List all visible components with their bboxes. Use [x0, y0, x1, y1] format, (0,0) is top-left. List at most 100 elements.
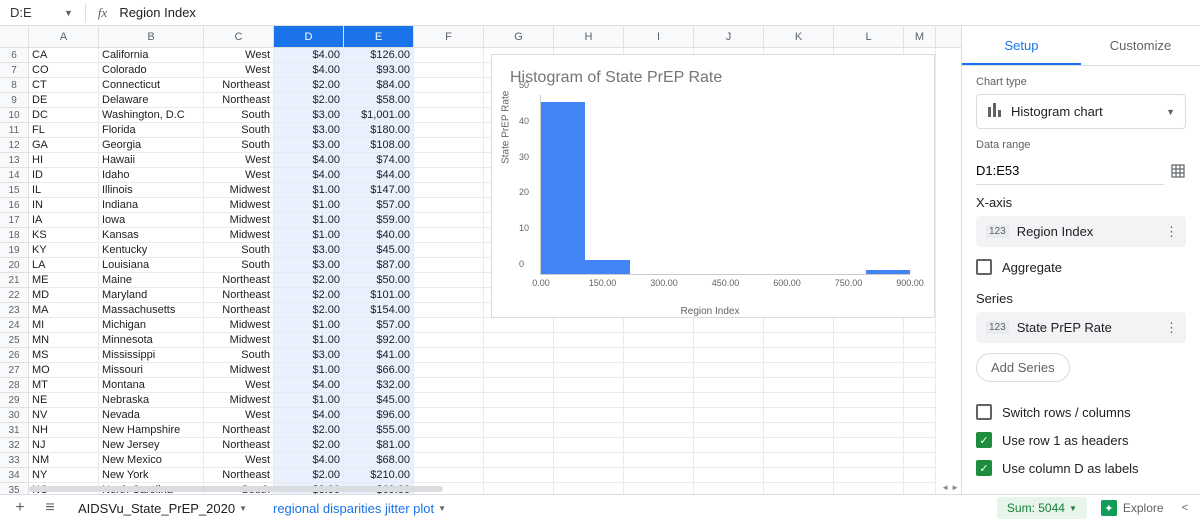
cell[interactable] — [904, 423, 936, 438]
cell[interactable]: California — [99, 48, 204, 63]
row-header[interactable]: 18 — [0, 228, 29, 243]
cell[interactable]: Montana — [99, 378, 204, 393]
cell[interactable]: West — [204, 453, 274, 468]
cell[interactable]: $3.00 — [274, 258, 344, 273]
sheet-tab-named[interactable]: regional disparities jitter plot ▼ — [263, 497, 456, 520]
cell[interactable] — [554, 438, 624, 453]
cell[interactable]: Florida — [99, 123, 204, 138]
cell[interactable]: West — [204, 153, 274, 168]
cell[interactable]: $92.00 — [344, 333, 414, 348]
cell[interactable] — [414, 393, 484, 408]
cell[interactable]: Nevada — [99, 408, 204, 423]
cell[interactable] — [904, 468, 936, 483]
cell[interactable]: $2.00 — [274, 423, 344, 438]
cell[interactable]: $4.00 — [274, 63, 344, 78]
table-row[interactable]: 31NHNew HampshireNortheast$2.00$55.00 — [0, 423, 961, 438]
row-header[interactable]: 13 — [0, 153, 29, 168]
cell[interactable] — [554, 393, 624, 408]
cell[interactable] — [554, 318, 624, 333]
cell[interactable]: NJ — [29, 438, 99, 453]
cell[interactable] — [624, 408, 694, 423]
cell[interactable]: $41.00 — [344, 348, 414, 363]
cell[interactable]: IL — [29, 183, 99, 198]
row-header[interactable]: 15 — [0, 183, 29, 198]
cell[interactable]: NM — [29, 453, 99, 468]
cell[interactable]: $2.00 — [274, 468, 344, 483]
add-series-button[interactable]: Add Series — [976, 353, 1070, 382]
cell[interactable]: $1.00 — [274, 318, 344, 333]
cell[interactable] — [904, 363, 936, 378]
cell[interactable]: MN — [29, 333, 99, 348]
cell[interactable] — [484, 378, 554, 393]
use-labels-checkbox[interactable]: ✓ — [976, 460, 992, 476]
select-range-icon[interactable] — [1170, 163, 1186, 179]
cell[interactable]: Connecticut — [99, 78, 204, 93]
chart-type-dropdown[interactable]: Histogram chart ▼ — [976, 94, 1186, 129]
switch-rows-cols-checkbox[interactable] — [976, 404, 992, 420]
cell[interactable]: $2.00 — [274, 273, 344, 288]
cell[interactable]: Washington, D.C — [99, 108, 204, 123]
column-header-L[interactable]: L — [834, 26, 904, 47]
cell[interactable] — [694, 378, 764, 393]
cell[interactable] — [414, 243, 484, 258]
cell[interactable]: Nebraska — [99, 393, 204, 408]
cell[interactable] — [484, 318, 554, 333]
cell[interactable] — [414, 288, 484, 303]
cell[interactable]: Midwest — [204, 213, 274, 228]
cell[interactable]: DC — [29, 108, 99, 123]
row-header[interactable]: 33 — [0, 453, 29, 468]
table-row[interactable]: 25MNMinnesotaMidwest$1.00$92.00 — [0, 333, 961, 348]
cell[interactable] — [414, 378, 484, 393]
table-row[interactable]: 24MIMichiganMidwest$1.00$57.00 — [0, 318, 961, 333]
cell[interactable] — [414, 183, 484, 198]
column-header-A[interactable]: A — [29, 26, 99, 47]
cell[interactable]: KS — [29, 228, 99, 243]
cell[interactable]: $32.00 — [344, 378, 414, 393]
cell[interactable] — [834, 408, 904, 423]
cell[interactable] — [484, 333, 554, 348]
row-header[interactable]: 30 — [0, 408, 29, 423]
cell[interactable] — [484, 468, 554, 483]
cell[interactable]: $2.00 — [274, 93, 344, 108]
row-header[interactable]: 21 — [0, 273, 29, 288]
cell[interactable] — [414, 468, 484, 483]
cell[interactable] — [834, 318, 904, 333]
cell[interactable]: LA — [29, 258, 99, 273]
row-header[interactable]: 9 — [0, 93, 29, 108]
cell[interactable]: New Jersey — [99, 438, 204, 453]
cell[interactable] — [834, 468, 904, 483]
cell[interactable]: Indiana — [99, 198, 204, 213]
cell[interactable] — [904, 393, 936, 408]
cell[interactable]: Northeast — [204, 438, 274, 453]
add-sheet-button[interactable]: + — [8, 496, 32, 520]
cell[interactable] — [834, 438, 904, 453]
aggregate-checkbox[interactable] — [976, 259, 992, 275]
data-range-input[interactable] — [976, 157, 1164, 185]
table-row[interactable]: 30NVNevadaWest$4.00$96.00 — [0, 408, 961, 423]
row-header[interactable]: 7 — [0, 63, 29, 78]
row-header[interactable]: 6 — [0, 48, 29, 63]
quicksum-pill[interactable]: Sum: 5044 ▼ — [997, 497, 1087, 519]
cell[interactable]: NY — [29, 468, 99, 483]
cell[interactable] — [764, 333, 834, 348]
formula-input[interactable]: Region Index — [119, 5, 196, 20]
cell[interactable] — [484, 453, 554, 468]
cell[interactable]: Midwest — [204, 318, 274, 333]
row-header[interactable]: 31 — [0, 423, 29, 438]
cell[interactable]: GA — [29, 138, 99, 153]
cell[interactable] — [624, 468, 694, 483]
cell[interactable]: NH — [29, 423, 99, 438]
use-headers-checkbox[interactable]: ✓ — [976, 432, 992, 448]
cell[interactable]: $84.00 — [344, 78, 414, 93]
cell[interactable]: South — [204, 258, 274, 273]
cell[interactable]: MI — [29, 318, 99, 333]
cell[interactable] — [764, 438, 834, 453]
use-headers-row[interactable]: ✓ Use row 1 as headers — [976, 426, 1186, 454]
cell[interactable]: Kansas — [99, 228, 204, 243]
tab-setup[interactable]: Setup — [962, 26, 1081, 65]
cell[interactable]: Northeast — [204, 288, 274, 303]
row-header[interactable]: 34 — [0, 468, 29, 483]
cell[interactable]: South — [204, 243, 274, 258]
cell[interactable] — [904, 348, 936, 363]
cell[interactable]: $108.00 — [344, 138, 414, 153]
